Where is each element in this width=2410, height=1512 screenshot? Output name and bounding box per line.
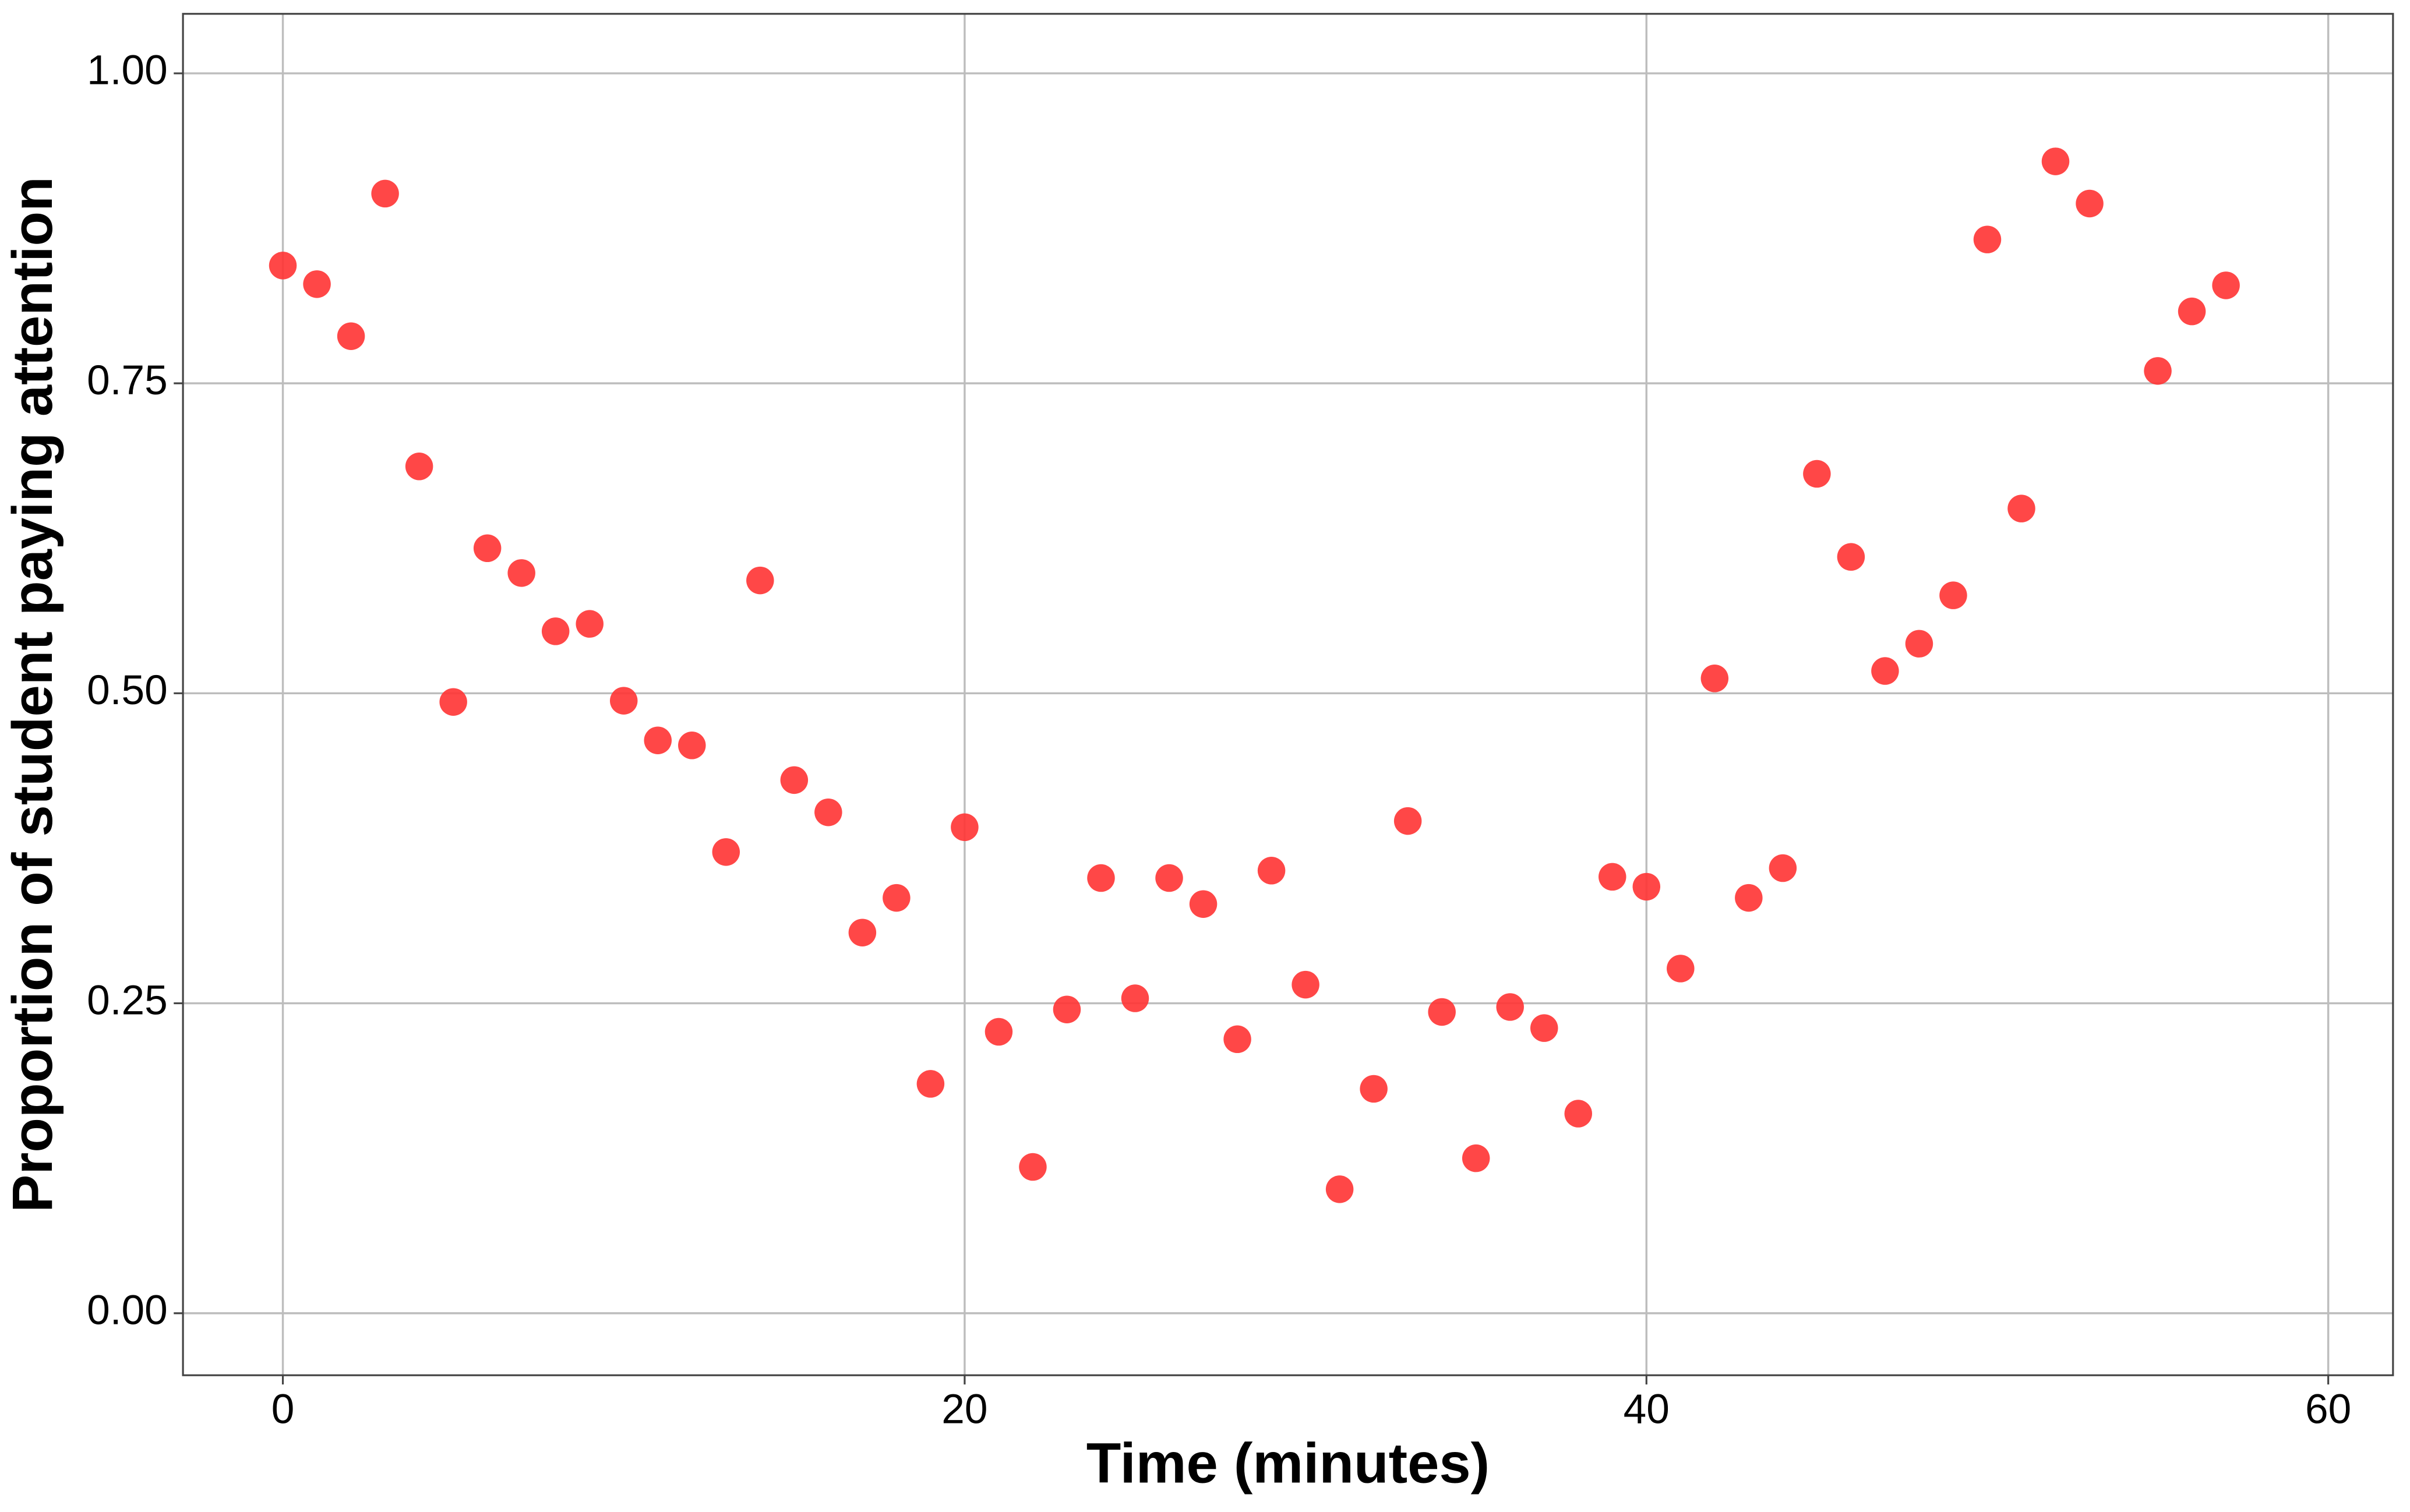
point xyxy=(1462,1144,1490,1172)
x-tick-label: 40 xyxy=(1624,1386,1670,1432)
point xyxy=(609,687,638,715)
point xyxy=(541,617,570,645)
point xyxy=(1939,581,1967,609)
y-tick-label: 0.50 xyxy=(87,667,168,713)
plot-panel xyxy=(183,13,2393,1376)
point xyxy=(985,1018,1013,1046)
point xyxy=(1292,970,1319,999)
point xyxy=(1257,857,1286,885)
point xyxy=(1053,995,1081,1023)
point xyxy=(2007,494,2035,522)
point xyxy=(1189,890,1218,918)
point xyxy=(916,1070,945,1098)
point xyxy=(678,732,706,759)
point xyxy=(848,918,877,946)
x-axis-title: Time (minutes) xyxy=(1086,1431,1490,1495)
y-tick-label: 0.25 xyxy=(87,977,168,1023)
point xyxy=(473,534,502,563)
point xyxy=(1735,884,1763,912)
point xyxy=(1871,657,1899,685)
point xyxy=(2178,297,2206,326)
points xyxy=(269,147,2240,1203)
labels: 0.00 0.25 0.50 0.75 1.00 0 20 40 60 xyxy=(87,48,2351,1433)
point xyxy=(1769,854,1797,882)
point xyxy=(576,610,604,638)
x-tick-label: 0 xyxy=(271,1386,295,1432)
point xyxy=(2144,357,2172,385)
y-tick-label: 0.75 xyxy=(87,358,168,404)
grid xyxy=(183,13,2393,1376)
y-tick-label: 0.00 xyxy=(87,1288,168,1334)
point xyxy=(1121,984,1149,1012)
point xyxy=(1019,1153,1047,1181)
point xyxy=(269,252,297,280)
point xyxy=(1905,630,1933,658)
point xyxy=(2041,147,2070,175)
point xyxy=(1564,1100,1592,1128)
point xyxy=(507,559,535,587)
x-tick-label: 60 xyxy=(2305,1386,2351,1432)
point xyxy=(883,884,911,912)
point xyxy=(337,322,365,350)
plot-border xyxy=(182,13,2394,1376)
point xyxy=(1632,872,1661,901)
point xyxy=(405,453,433,481)
x-tick-label: 20 xyxy=(941,1386,987,1432)
point xyxy=(1837,543,1865,571)
point xyxy=(1667,955,1695,983)
point xyxy=(1325,1175,1354,1203)
y-axis-title: Proportion of student paying attention xyxy=(1,176,64,1213)
point xyxy=(1496,993,1524,1021)
point xyxy=(1360,1075,1388,1103)
point xyxy=(439,688,467,716)
y-tick-label: 1.00 xyxy=(87,48,168,94)
point xyxy=(1428,998,1456,1026)
point xyxy=(371,179,399,208)
point xyxy=(1973,225,2002,253)
point xyxy=(712,838,740,866)
point xyxy=(1530,1014,1558,1042)
point xyxy=(1700,665,1729,693)
point xyxy=(1155,864,1183,892)
point xyxy=(1599,863,1626,891)
point xyxy=(644,726,672,754)
point xyxy=(746,566,774,595)
point xyxy=(1087,864,1115,892)
point xyxy=(1803,460,1831,488)
point xyxy=(1393,807,1422,835)
point xyxy=(814,798,842,826)
point xyxy=(303,270,331,298)
point xyxy=(2076,189,2104,218)
point xyxy=(780,766,809,794)
point xyxy=(2212,271,2240,299)
point xyxy=(951,813,979,842)
point xyxy=(1223,1025,1251,1054)
